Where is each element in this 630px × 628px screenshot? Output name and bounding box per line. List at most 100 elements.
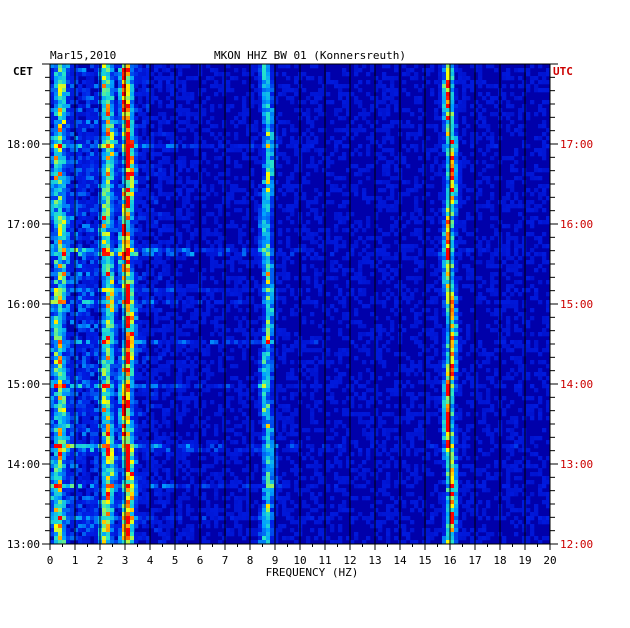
spectrogram-cell <box>386 208 391 213</box>
spectrogram-cell <box>174 76 179 81</box>
spectrogram-cell <box>218 156 223 161</box>
spectrogram-cell <box>446 328 451 333</box>
spectrogram-cell <box>246 176 251 181</box>
spectrogram-cell <box>202 320 207 325</box>
spectrogram-cell <box>546 168 551 173</box>
spectrogram-cell <box>430 264 435 269</box>
spectrogram-cell <box>162 112 167 117</box>
spectrogram-cell <box>406 108 411 113</box>
spectrogram-cell <box>342 156 347 161</box>
spectrogram-cell <box>418 212 423 217</box>
spectrogram-cell <box>146 216 151 221</box>
spectrogram-cell <box>138 188 143 193</box>
spectrogram-cell <box>230 220 235 225</box>
spectrogram-cell <box>258 232 263 237</box>
spectrogram-cell <box>382 200 387 205</box>
spectrogram-cell <box>178 288 183 293</box>
spectrogram-cell <box>102 204 107 209</box>
spectrogram-cell <box>238 164 243 169</box>
spectrogram-cell <box>102 124 107 129</box>
spectrogram-cell <box>50 128 55 133</box>
spectrogram-cell <box>218 88 223 93</box>
spectrogram-cell <box>150 232 155 237</box>
spectrogram-cell <box>58 216 63 221</box>
spectrogram-cell <box>506 316 511 321</box>
spectrogram-cell <box>338 264 343 269</box>
spectrogram-cell <box>270 260 275 265</box>
spectrogram-cell <box>110 352 115 357</box>
spectrogram-cell <box>130 228 135 233</box>
spectrogram-cell <box>482 160 487 165</box>
spectrogram-cell <box>50 188 55 193</box>
spectrogram-cell <box>326 100 331 105</box>
spectrogram-cell <box>242 176 247 181</box>
spectrogram-cell <box>346 268 351 273</box>
spectrogram-cell <box>270 120 275 125</box>
spectrogram-cell <box>170 304 175 309</box>
spectrogram-cell <box>446 320 451 325</box>
spectrogram-cell <box>266 140 271 145</box>
spectrogram-cell <box>362 168 367 173</box>
spectrogram-cell <box>118 104 123 109</box>
spectrogram-cell <box>270 96 275 101</box>
spectrogram-cell <box>122 220 127 225</box>
spectrogram-cell <box>442 96 447 101</box>
spectrogram-cell <box>50 216 55 221</box>
spectrogram-cell <box>150 356 155 361</box>
spectrogram-cell <box>390 96 395 101</box>
spectrogram-cell <box>62 300 67 305</box>
spectrogram-cell <box>394 300 399 305</box>
spectrogram-cell <box>54 212 59 217</box>
spectrogram-cell <box>222 152 227 157</box>
spectrogram-cell <box>446 324 451 329</box>
spectrogram-cell <box>138 96 143 101</box>
spectrogram-cell <box>310 164 315 169</box>
spectrogram-cell <box>442 260 447 265</box>
spectrogram-cell <box>514 288 519 293</box>
spectrogram-cell <box>166 360 171 365</box>
spectrogram-cell <box>170 236 175 241</box>
spectrogram-cell <box>54 88 59 93</box>
spectrogram-cell <box>138 236 143 241</box>
spectrogram-cell <box>402 80 407 85</box>
spectrogram-cell <box>446 192 451 197</box>
spectrogram-cell <box>418 184 423 189</box>
spectrogram-cell <box>218 316 223 321</box>
spectrogram-cell <box>286 204 291 209</box>
spectrogram-cell <box>358 236 363 241</box>
spectrogram-cell <box>346 216 351 221</box>
spectrogram-cell <box>378 188 383 193</box>
spectrogram-cell <box>126 184 131 189</box>
spectrogram-cell <box>162 268 167 273</box>
spectrogram-cell <box>158 140 163 145</box>
spectrogram-cell <box>450 336 455 341</box>
spectrogram-cell <box>238 148 243 153</box>
spectrogram-cell <box>86 292 91 297</box>
spectrogram-cell <box>282 288 287 293</box>
spectrogram-cell <box>250 180 255 185</box>
spectrogram-cell <box>78 328 83 333</box>
spectrogram-cell <box>226 80 231 85</box>
spectrogram-cell <box>422 344 427 349</box>
spectrogram-cell <box>162 76 167 81</box>
spectrogram-cell <box>386 332 391 337</box>
spectrogram-cell <box>270 352 275 357</box>
spectrogram-cell <box>262 164 267 169</box>
spectrogram-cell <box>70 76 75 81</box>
spectrogram-cell <box>142 348 147 353</box>
spectrogram-cell <box>354 100 359 105</box>
spectrogram-cell <box>166 132 171 137</box>
spectrogram-cell <box>142 360 147 365</box>
spectrogram-cell <box>266 164 271 169</box>
spectrogram-cell <box>106 240 111 245</box>
spectrogram-cell <box>194 132 199 137</box>
spectrogram-cell <box>490 292 495 297</box>
spectrogram-cell <box>66 156 71 161</box>
spectrogram-cell <box>470 88 475 93</box>
spectrogram-cell <box>110 300 115 305</box>
spectrogram-cell <box>430 248 435 253</box>
spectrogram-cell <box>142 288 147 293</box>
spectrogram-cell <box>134 184 139 189</box>
spectrogram-cell <box>118 120 123 125</box>
spectrogram-cell <box>394 240 399 245</box>
